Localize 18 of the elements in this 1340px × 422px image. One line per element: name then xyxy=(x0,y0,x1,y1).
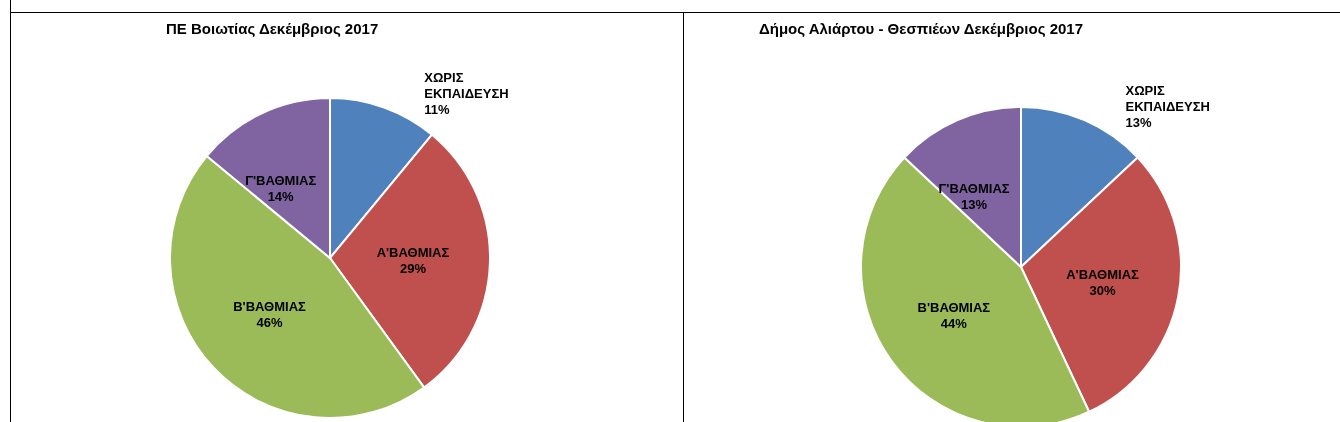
slice-label: Γ'ΒΑΘΜΙΑΣ xyxy=(938,181,1010,197)
slice-label: Β'ΒΑΘΜΙΑΣ xyxy=(917,300,991,316)
slice-label: ΧΩΡΙΣ ΕΚΠΑΙΔΕΥΣΗ xyxy=(424,69,509,101)
data-label: 29% xyxy=(399,261,427,277)
data-label: 46% xyxy=(256,315,283,331)
data-label: 13% xyxy=(961,197,988,213)
data-label: 44% xyxy=(940,316,968,332)
slice-label: Α'ΒΑΘΜΙΑΣ xyxy=(1066,267,1140,283)
chart-title: Δήμος Αλιάρτου - Θεσπιέων Δεκέμβριος 2017 xyxy=(759,20,1084,37)
slice-label: ΧΩΡΙΣ ΕΚΠΑΙΔΕΥΣΗ xyxy=(1125,82,1210,114)
data-label: 30% xyxy=(1089,283,1116,299)
chart-title: ΠΕ Βοιωτίας Δεκέμβριος 2017 xyxy=(166,20,379,37)
slice-label: Γ'ΒΑΘΜΙΑΣ xyxy=(245,173,317,189)
data-label: 14% xyxy=(267,189,295,205)
slice-label: Β'ΒΑΘΜΙΑΣ xyxy=(233,299,307,315)
slice-label: Α'ΒΑΘΜΙΑΣ xyxy=(376,245,450,261)
data-label: 11% xyxy=(424,101,451,117)
data-label: 13% xyxy=(1125,114,1152,130)
